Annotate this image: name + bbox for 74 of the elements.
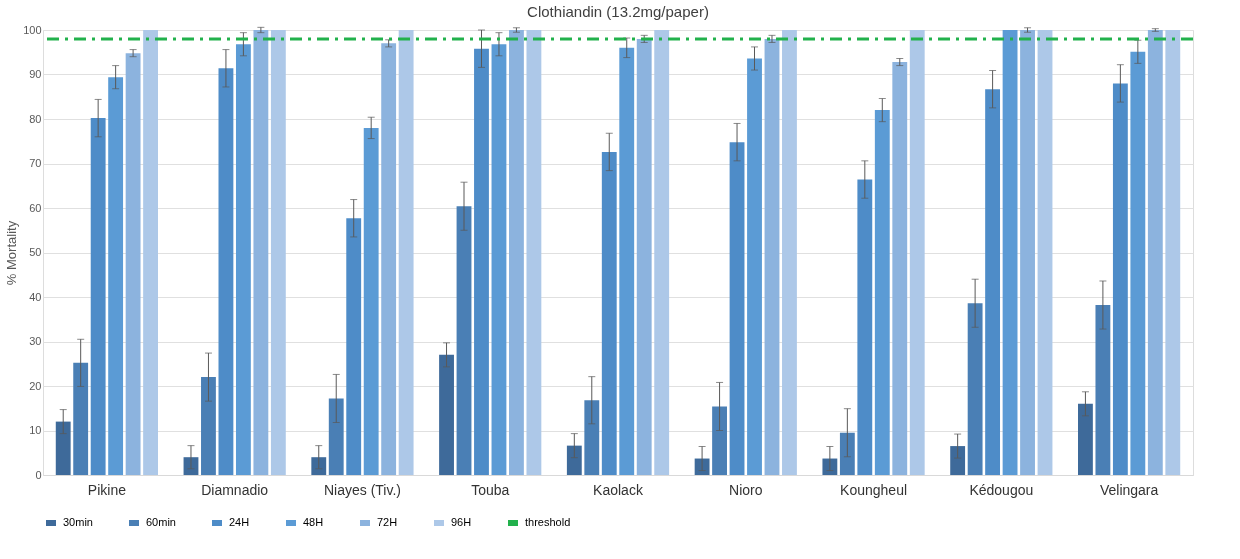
bar bbox=[967, 303, 983, 475]
bar bbox=[363, 127, 379, 475]
bar bbox=[839, 432, 855, 475]
bar bbox=[73, 362, 89, 475]
y-tick-label: 10 bbox=[29, 424, 42, 436]
bar bbox=[1130, 51, 1146, 475]
y-tick-label: 60 bbox=[29, 201, 42, 214]
chart-title: Clothiandin (13.2mg/paper) bbox=[527, 3, 709, 20]
bar bbox=[601, 151, 617, 475]
bar bbox=[474, 48, 489, 475]
x-tick-label: Touba bbox=[471, 481, 510, 498]
bar bbox=[439, 354, 454, 475]
legend-label: threshold bbox=[525, 516, 571, 528]
bar bbox=[1020, 30, 1035, 475]
y-tick-label: 80 bbox=[29, 112, 42, 125]
bar bbox=[1112, 83, 1128, 475]
x-tick-label: Diamnadio bbox=[201, 481, 269, 498]
y-tick-label: 70 bbox=[29, 157, 42, 169]
bar bbox=[584, 400, 600, 475]
bar bbox=[1002, 30, 1018, 475]
legend-label: 48H bbox=[303, 516, 324, 528]
x-tick-label: Kédougou bbox=[969, 481, 1034, 498]
bar bbox=[985, 89, 1001, 475]
y-tick-label: 20 bbox=[29, 379, 42, 392]
bar bbox=[1095, 305, 1111, 475]
bar bbox=[619, 47, 635, 475]
bar bbox=[328, 398, 344, 475]
y-tick-label: 100 bbox=[23, 23, 42, 36]
bar bbox=[874, 110, 890, 475]
bar bbox=[729, 142, 745, 475]
x-tick-label: Koungheul bbox=[840, 481, 908, 498]
legend-label: 30min bbox=[63, 516, 93, 528]
x-tick-label: Nioro bbox=[729, 481, 763, 498]
y-tick-label: 30 bbox=[29, 335, 42, 347]
y-tick-label: 40 bbox=[29, 290, 42, 303]
bar bbox=[201, 377, 216, 475]
bar bbox=[270, 30, 286, 475]
bar bbox=[143, 30, 158, 475]
bar bbox=[857, 179, 873, 475]
bar bbox=[712, 406, 727, 475]
y-tick-label: 90 bbox=[29, 68, 42, 80]
bar bbox=[654, 30, 670, 475]
x-tick-label: Niayes (Tiv.) bbox=[323, 481, 401, 498]
legend-label: 24H bbox=[229, 516, 250, 528]
bar bbox=[491, 44, 507, 475]
bar bbox=[108, 77, 124, 475]
x-tick-label: Kaolack bbox=[593, 481, 644, 498]
bar bbox=[456, 206, 472, 475]
y-tick-label: 50 bbox=[29, 246, 42, 258]
bar bbox=[1037, 30, 1053, 475]
bar bbox=[235, 44, 251, 475]
bar bbox=[566, 445, 582, 475]
bar bbox=[311, 457, 327, 475]
bar bbox=[1165, 30, 1181, 475]
bar bbox=[950, 446, 966, 475]
bar bbox=[346, 218, 362, 475]
bar bbox=[892, 62, 908, 475]
bar bbox=[1078, 403, 1093, 475]
bar bbox=[1147, 30, 1163, 475]
legend-label: 60min bbox=[146, 516, 176, 528]
bar bbox=[526, 30, 542, 475]
bar bbox=[398, 30, 414, 475]
bar bbox=[90, 118, 106, 475]
x-tick-label: Pikine bbox=[87, 481, 127, 498]
bar bbox=[909, 30, 925, 475]
bar bbox=[782, 30, 797, 475]
legend-label: 72H bbox=[377, 516, 398, 528]
y-tick-label: 0 bbox=[35, 468, 42, 481]
bar bbox=[747, 58, 762, 475]
bar bbox=[218, 68, 234, 475]
x-tick-label: Velingara bbox=[1099, 481, 1159, 498]
bar bbox=[55, 421, 71, 475]
legend-label: 96H bbox=[451, 516, 472, 528]
y-axis-title: % Mortality bbox=[4, 220, 20, 286]
